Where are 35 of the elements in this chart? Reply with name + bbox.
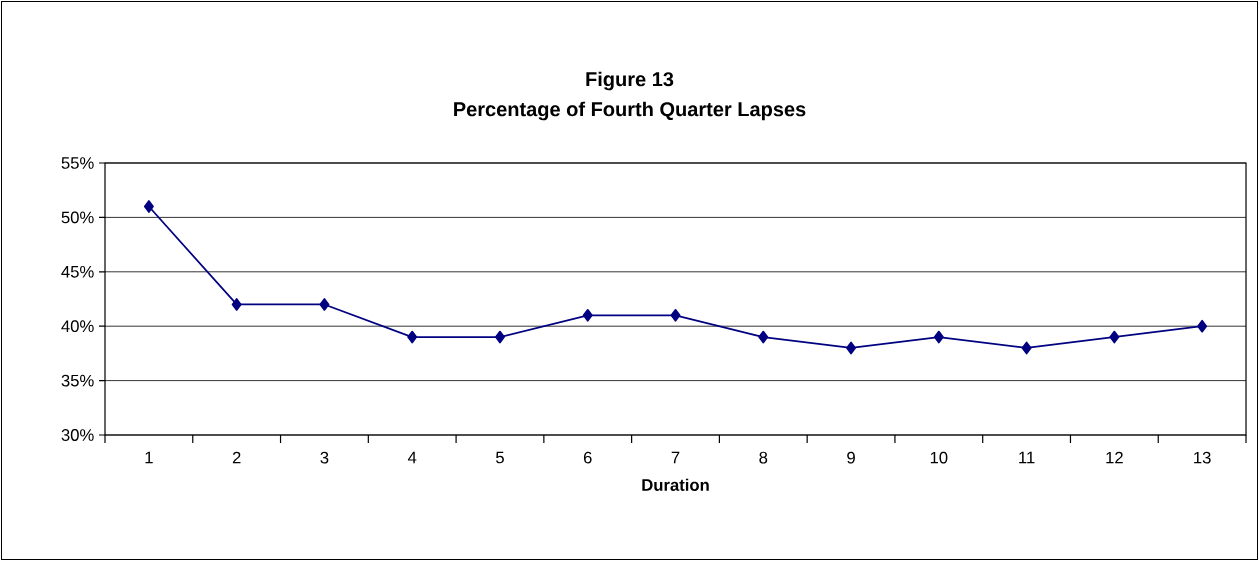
y-tick-label: 55% xyxy=(61,157,94,169)
y-tick-label: 45% xyxy=(61,265,94,278)
point xyxy=(933,330,944,344)
point xyxy=(1109,330,1120,344)
point xyxy=(846,341,857,355)
x-tick-label: 12 xyxy=(1106,451,1123,464)
point xyxy=(407,330,418,344)
point xyxy=(143,200,154,213)
y-tick-label: 35% xyxy=(61,374,94,387)
x-tick-label: 11 xyxy=(1019,451,1035,464)
y-tick-label: 30% xyxy=(61,429,94,441)
point xyxy=(758,330,769,344)
y-tick-label: 40% xyxy=(61,320,94,333)
point xyxy=(494,330,505,344)
point xyxy=(1021,341,1032,355)
point xyxy=(231,298,242,311)
x-tick-label: 7 xyxy=(671,451,680,464)
chart-subtitle: Percentage of Fourth Quarter Lapses xyxy=(454,101,806,121)
x-tick-label: 13 xyxy=(1194,451,1211,464)
point xyxy=(1197,319,1208,333)
x-tick-label: 3 xyxy=(320,451,329,464)
point xyxy=(670,308,681,322)
x-tick-label: 5 xyxy=(496,451,504,464)
x-tick-label: 6 xyxy=(583,451,592,464)
x-tick-label: 9 xyxy=(847,451,855,464)
x-tick-label: 2 xyxy=(232,451,241,464)
x-axis-title: Duration xyxy=(642,478,709,491)
point xyxy=(319,298,330,311)
y-tick-label: 50% xyxy=(61,211,94,224)
x-tick-label: 8 xyxy=(759,451,768,464)
x-tick-label: 4 xyxy=(407,451,417,464)
x-tick-label: 1 xyxy=(145,451,153,464)
point xyxy=(582,308,593,322)
x-tick-label: 10 xyxy=(930,451,948,464)
chart-title: Figure 13 xyxy=(586,71,674,91)
